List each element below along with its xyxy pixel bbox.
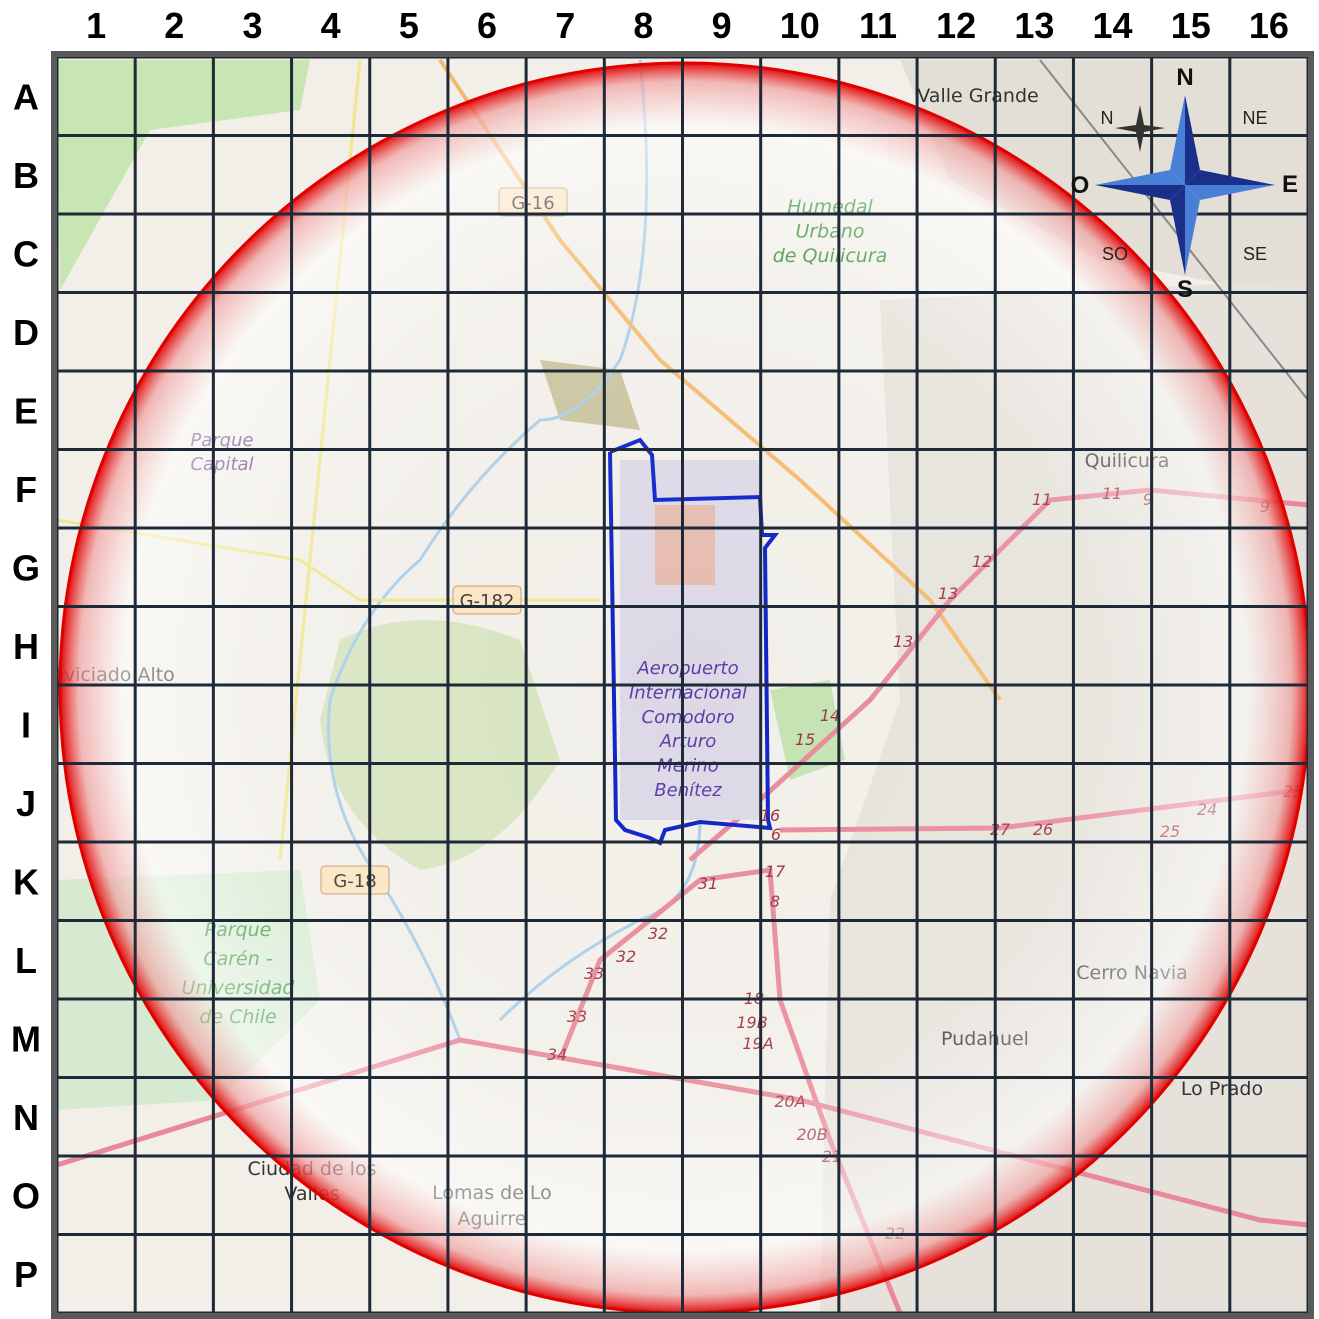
map-area: Valle GrandeHumedalUrbanode QuilicuraPar… <box>57 57 1308 1313</box>
column-label: 11 <box>859 5 897 46</box>
urban <box>900 60 1308 300</box>
column-label: 2 <box>164 5 184 46</box>
compass-label: SO <box>1102 244 1128 264</box>
compass-label: S <box>1177 276 1193 303</box>
column-label: 10 <box>780 5 820 46</box>
row-label: C <box>13 233 39 274</box>
compass-point <box>1185 170 1275 185</box>
column-label: 3 <box>242 5 262 46</box>
compass-point <box>1095 170 1185 185</box>
column-label: 9 <box>712 5 732 46</box>
row-label: N <box>13 1097 39 1138</box>
compass-label: O <box>1071 172 1090 199</box>
compass-label: SE <box>1243 244 1267 264</box>
column-label: 8 <box>633 5 653 46</box>
compass <box>1095 95 1275 275</box>
row-label: D <box>13 312 39 353</box>
row-label: H <box>13 626 39 667</box>
column-label: 5 <box>399 5 419 46</box>
column-label: 13 <box>1014 5 1054 46</box>
row-label: O <box>12 1175 40 1216</box>
column-label: 15 <box>1171 5 1211 46</box>
map-frame <box>51 51 1314 1319</box>
row-label: B <box>13 155 39 196</box>
column-label: 6 <box>477 5 497 46</box>
compass-point <box>1185 185 1200 275</box>
row-label: K <box>13 861 39 902</box>
column-label: 16 <box>1249 5 1289 46</box>
compass-point <box>1185 95 1200 185</box>
compass-label: N <box>1101 108 1114 128</box>
column-label: 4 <box>321 5 341 46</box>
compass-label: NE <box>1242 108 1267 128</box>
row-label: M <box>11 1018 41 1059</box>
row-label: I <box>21 704 31 745</box>
row-label: E <box>14 390 38 431</box>
place-label: Lo Prado <box>1181 1078 1263 1100</box>
compass-point <box>1170 95 1185 185</box>
row-label: G <box>12 547 40 588</box>
farmland <box>57 60 310 290</box>
column-label: 7 <box>555 5 575 46</box>
place-label: Valle Grande <box>917 85 1038 107</box>
row-label: A <box>13 76 39 117</box>
small-compass <box>1115 105 1165 152</box>
row-label: J <box>16 783 36 824</box>
row-label: P <box>14 1254 38 1295</box>
column-label: 1 <box>86 5 106 46</box>
column-label: 12 <box>936 5 976 46</box>
compass-point <box>1095 185 1185 200</box>
grid <box>57 57 1308 1313</box>
compass-label: E <box>1282 171 1298 198</box>
row-label: L <box>15 940 37 981</box>
railway <box>1039 59 1308 401</box>
row-label: F <box>15 469 37 510</box>
column-label: 14 <box>1093 5 1133 46</box>
compass-point <box>1185 185 1275 200</box>
compass-point <box>1170 185 1185 275</box>
compass-label: N <box>1176 64 1193 91</box>
